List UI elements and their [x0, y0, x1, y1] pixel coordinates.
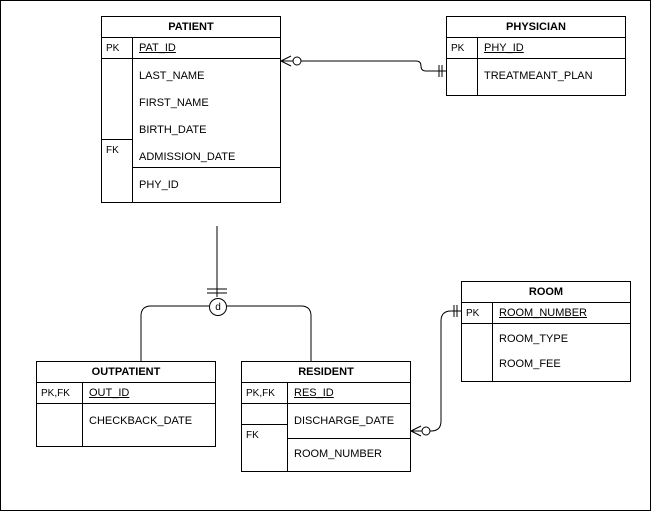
attr-column: RES_ID DISCHARGE_DATE ROOM_NUMBER — [288, 383, 410, 471]
entity-title: OUTPATIENT — [37, 362, 215, 383]
key-label — [102, 99, 132, 119]
attr-column: OUT_ID CHECKBACK_DATE — [83, 383, 215, 446]
key-label: FK — [102, 139, 132, 160]
key-label: FK — [242, 424, 287, 445]
entity-body: PK,FK FK RES_ID DISCHARGE_DATE ROOM_NUMB… — [242, 383, 410, 471]
entity-title: RESIDENT — [242, 362, 410, 383]
attr-label: PHY_ID — [478, 38, 625, 58]
attr-label: TREATMEANT_PLAN — [478, 58, 625, 93]
attr-label: ROOM_TYPE — [493, 323, 630, 349]
attr-label: ROOM_FEE — [493, 349, 630, 381]
key-column: PK,FK FK — [242, 383, 288, 471]
attr-label: CHECKBACK_DATE — [83, 403, 215, 446]
key-label: PK — [447, 38, 477, 58]
entity-title: PHYSICIAN — [447, 17, 625, 38]
entity-body: PK ROOM_NUMBER ROOM_TYPE ROOM_FEE — [462, 303, 630, 381]
attr-label: RES_ID — [288, 383, 410, 403]
entity-body: PK,FK OUT_ID CHECKBACK_DATE — [37, 383, 215, 446]
key-label: PK,FK — [242, 383, 287, 403]
attr-column: ROOM_NUMBER ROOM_TYPE ROOM_FEE — [493, 303, 630, 381]
entity-patient: PATIENT PK FK PAT_ID LAST_NAME FIRST_NAM… — [101, 16, 281, 203]
entity-title: ROOM — [462, 282, 630, 303]
key-label: PK — [102, 38, 132, 58]
key-column: PK,FK — [37, 383, 83, 446]
key-column: PK FK — [102, 38, 133, 202]
entity-physician: PHYSICIAN PK PHY_ID TREATMEANT_PLAN — [446, 16, 626, 96]
attr-label: ROOM_NUMBER — [288, 438, 410, 471]
entity-room: ROOM PK ROOM_NUMBER ROOM_TYPE ROOM_FEE — [461, 281, 631, 382]
attr-label: DISCHARGE_DATE — [288, 403, 410, 438]
attr-column: PAT_ID LAST_NAME FIRST_NAME BIRTH_DATE A… — [133, 38, 280, 202]
attr-label: ADMISSION_DATE — [133, 140, 280, 167]
key-label: PK,FK — [37, 383, 82, 403]
entity-title: PATIENT — [102, 17, 280, 38]
key-column: PK — [462, 303, 493, 381]
key-label — [102, 119, 132, 139]
entity-body: PK FK PAT_ID LAST_NAME FIRST_NAME BIRTH_… — [102, 38, 280, 202]
key-label — [37, 403, 82, 446]
entity-body: PK PHY_ID TREATMEANT_PLAN — [447, 38, 625, 95]
disjoint-annotation: d — [209, 298, 227, 316]
attr-label: FIRST_NAME — [133, 86, 280, 113]
attr-label: ROOM_NUMBER — [493, 303, 630, 323]
key-label — [462, 323, 492, 344]
key-label — [462, 344, 492, 364]
entity-outpatient: OUTPATIENT PK,FK OUT_ID CHECKBACK_DATE — [36, 361, 216, 447]
attr-label: PHY_ID — [133, 167, 280, 202]
key-label: PK — [462, 303, 492, 323]
attr-label: PAT_ID — [133, 38, 280, 58]
key-label — [102, 58, 132, 79]
attr-column: PHY_ID TREATMEANT_PLAN — [478, 38, 625, 95]
er-diagram-canvas: PATIENT PK FK PAT_ID LAST_NAME FIRST_NAM… — [0, 0, 651, 511]
attr-label: BIRTH_DATE — [133, 113, 280, 140]
key-label — [242, 403, 287, 424]
key-label — [447, 58, 477, 95]
key-label — [102, 79, 132, 99]
attr-label: LAST_NAME — [133, 58, 280, 86]
key-column: PK — [447, 38, 478, 95]
entity-resident: RESIDENT PK,FK FK RES_ID DISCHARGE_DATE … — [241, 361, 411, 472]
attr-label: OUT_ID — [83, 383, 215, 403]
